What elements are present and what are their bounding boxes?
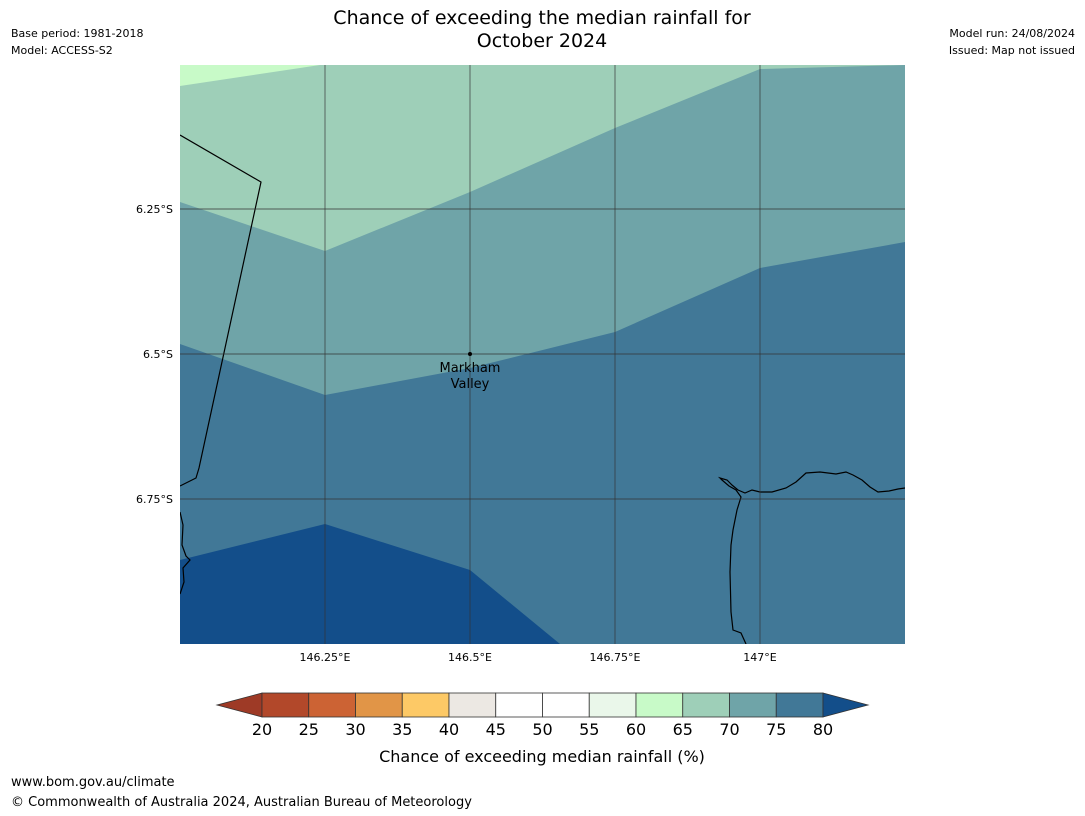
lon-label: 146.75°E bbox=[590, 651, 641, 664]
colorbar: 20 25 30 35 40 45 50 55 60 65 70 75 80 Chance of exc… bbox=[215, 692, 870, 766]
colorbar-swatch bbox=[729, 692, 777, 718]
colorbar-over-arrow bbox=[822, 692, 870, 718]
colorbar-tick-label: 35 bbox=[392, 720, 412, 739]
colorbar-tick-label: 65 bbox=[673, 720, 693, 739]
colorbar-swatch bbox=[542, 692, 590, 718]
contour-band-60-65 bbox=[180, 65, 320, 86]
colorbar-tick-label: 80 bbox=[813, 720, 833, 739]
colorbar-swatch bbox=[448, 692, 497, 718]
map-title: Chance of exceeding the median rainfall … bbox=[242, 7, 842, 53]
colorbar-swatch bbox=[308, 692, 356, 718]
colorbar-under-arrow bbox=[215, 692, 263, 718]
place-label-line-2: Valley bbox=[451, 377, 490, 392]
colorbar-tick-label: 20 bbox=[252, 720, 272, 739]
colorbar-tick-label: 25 bbox=[299, 720, 319, 739]
footer-url: www.bom.gov.au/climate bbox=[11, 775, 175, 790]
lon-label: 146.25°E bbox=[300, 651, 351, 664]
model-text: Model: ACCESS-S2 bbox=[11, 44, 113, 57]
border-line bbox=[180, 134, 262, 487]
longitude-labels: 146.25°E 146.5°E 146.75°E 147°E bbox=[300, 651, 777, 664]
map-metadata-right: Model run: 24/08/2024 Issued: Map not is… bbox=[949, 25, 1075, 59]
colorbar-tick-label: 55 bbox=[579, 720, 599, 739]
map-title-line-1: Chance of exceeding the median rainfall … bbox=[333, 7, 751, 29]
colorbar-swatch bbox=[355, 692, 403, 718]
colorbar-ticks: 20 25 30 35 40 45 50 55 60 65 70 75 80 bbox=[252, 720, 833, 739]
colorbar-swatch bbox=[261, 692, 310, 718]
contour-band-80-plus bbox=[180, 524, 560, 644]
graticule bbox=[180, 65, 905, 644]
lat-label: 6.5°S bbox=[143, 348, 173, 361]
coastline-southeast bbox=[717, 471, 905, 644]
colorbar-swatch bbox=[495, 692, 543, 718]
lon-label: 147°E bbox=[743, 651, 776, 664]
colorbar-tick-label: 40 bbox=[439, 720, 459, 739]
issued-text: Issued: Map not issued bbox=[948, 44, 1075, 57]
colorbar-tick-label: 70 bbox=[719, 720, 739, 739]
colorbar-tick-label: 45 bbox=[486, 720, 506, 739]
colorbar-label: Chance of exceeding median rainfall (%) bbox=[379, 747, 705, 766]
model-run-text: Model run: 24/08/2024 bbox=[949, 27, 1075, 40]
footer-copyright: © Commonwealth of Australia 2024, Austra… bbox=[11, 795, 472, 810]
colorbar-swatch bbox=[682, 692, 730, 718]
map-title-line-2: October 2024 bbox=[476, 30, 608, 52]
coastline-southwest bbox=[180, 511, 191, 595]
colorbar-tick-label: 50 bbox=[532, 720, 552, 739]
contour-band-65-70 bbox=[180, 65, 905, 251]
place-label-line-1: Markham bbox=[440, 361, 501, 376]
colorbar-swatch bbox=[401, 692, 450, 718]
colorbar-swatch bbox=[635, 692, 684, 718]
colorbar-tick-label: 75 bbox=[766, 720, 786, 739]
colorbar-swatch bbox=[775, 692, 824, 718]
latitude-labels: 6.25°S 6.5°S 6.75°S bbox=[136, 203, 173, 506]
colorbar-tick-label: 60 bbox=[626, 720, 646, 739]
markham-valley-marker bbox=[468, 352, 472, 356]
rainfall-contours: Markham Valley bbox=[180, 65, 905, 644]
map-metadata-left: Base period: 1981-2018 Model: ACCESS-S2 bbox=[11, 25, 143, 59]
colorbar-tick-label: 30 bbox=[345, 720, 365, 739]
lat-label: 6.25°S bbox=[136, 203, 173, 216]
lat-label: 6.75°S bbox=[136, 493, 173, 506]
base-period-text: Base period: 1981-2018 bbox=[11, 27, 144, 40]
colorbar-swatch bbox=[588, 692, 637, 718]
lon-label: 146.5°E bbox=[448, 651, 492, 664]
coastlines bbox=[180, 134, 905, 644]
colorbar-swatches bbox=[261, 692, 824, 718]
